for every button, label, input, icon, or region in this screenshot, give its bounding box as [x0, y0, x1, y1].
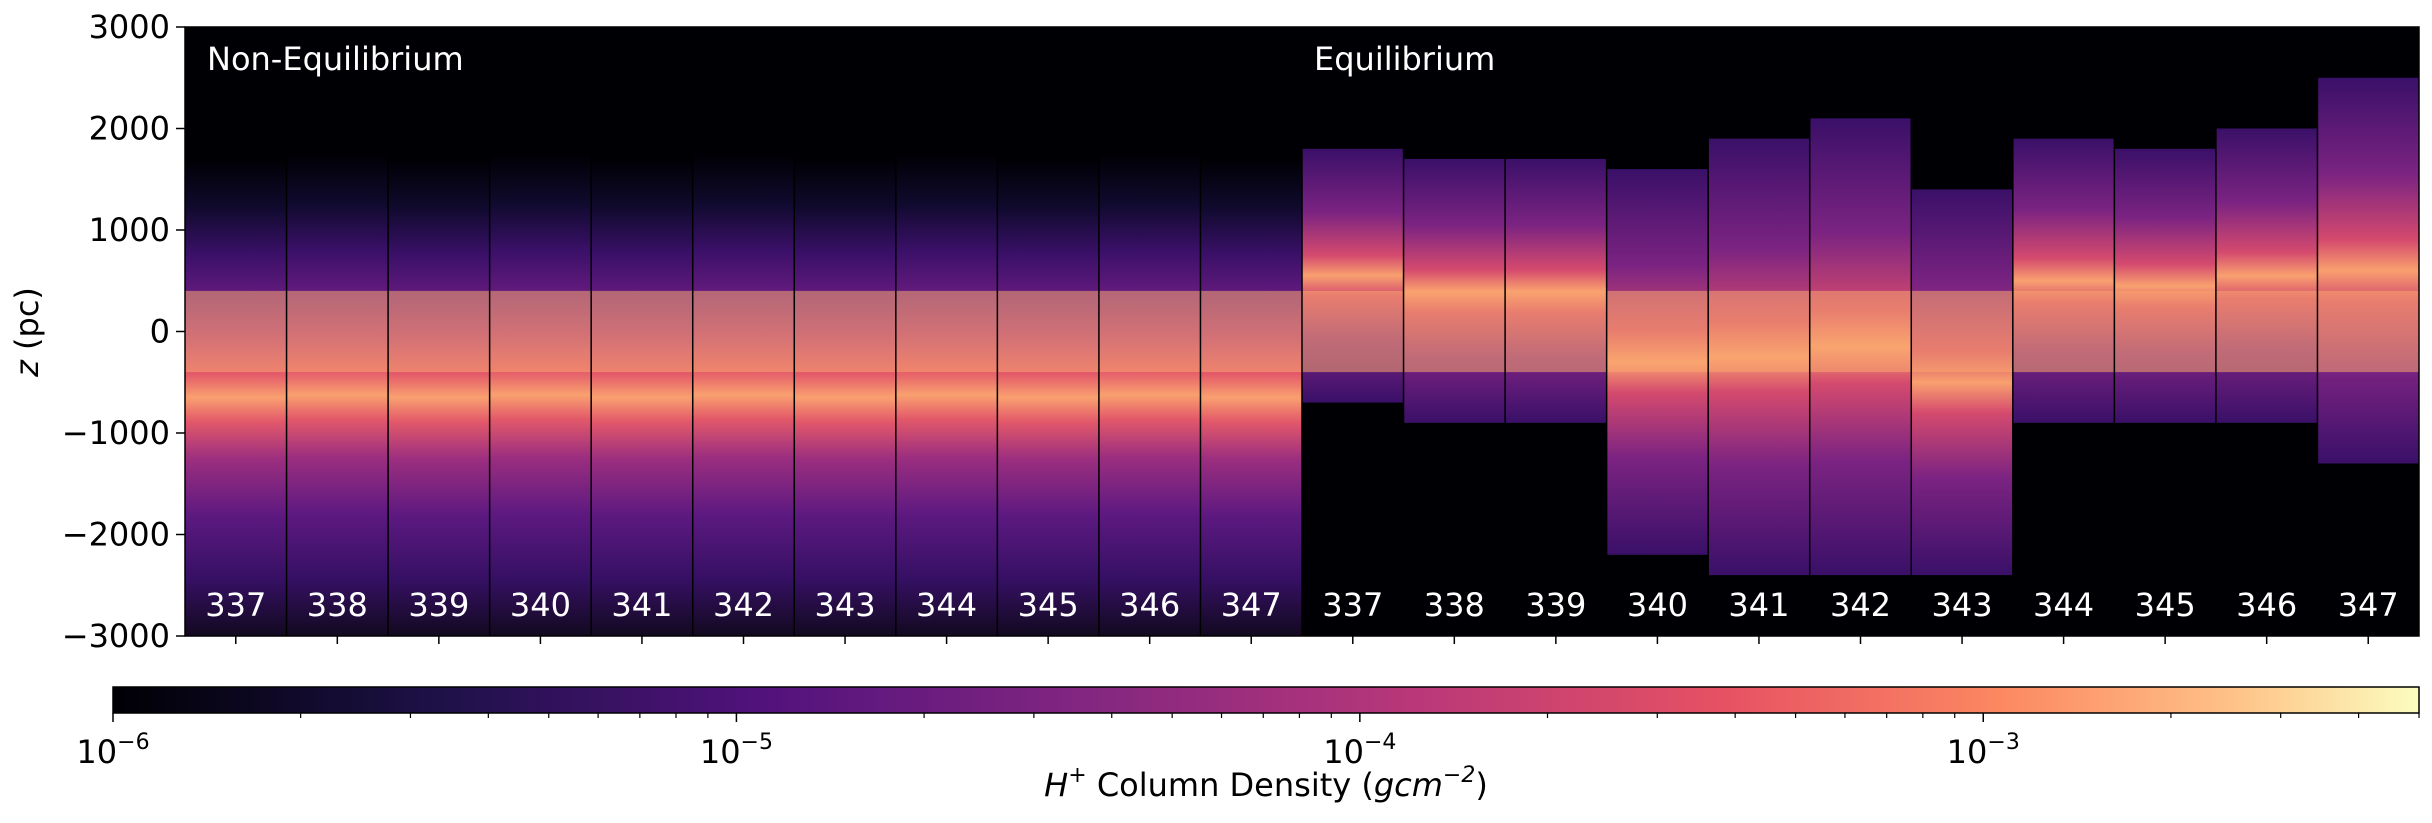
- panel-core-noneq-345: [997, 290, 1099, 373]
- panel-core-noneq-337: [185, 290, 287, 373]
- y-tick-label: 3000: [89, 8, 170, 46]
- panel-core-eq-345: [2114, 290, 2216, 373]
- colorbar: 10−6 10−5 10−4 10−3 H+ Column Density (gcm−…: [76, 686, 2420, 804]
- panel-core-noneq-344: [895, 290, 998, 373]
- panel-noneq-342: [692, 153, 795, 636]
- panel-eq-347: [2317, 77, 2419, 464]
- snapshot-label-eq-339: 339: [1525, 586, 1586, 624]
- panel-core-noneq-341: [591, 290, 693, 373]
- snapshot-label-noneq-338: 338: [307, 586, 368, 624]
- snapshot-label-eq-347: 347: [2338, 586, 2399, 624]
- snapshot-label-eq-344: 344: [2033, 586, 2094, 624]
- panel-noneq-344: [895, 153, 998, 636]
- snapshot-label-noneq-339: 339: [408, 586, 469, 624]
- panel-noneq-341: [591, 158, 693, 636]
- panel-core-noneq-338: [286, 290, 389, 373]
- panel-core-noneq-347: [1200, 290, 1302, 373]
- snapshot-label-noneq-346: 346: [1119, 586, 1180, 624]
- colorbar-gradient: [112, 686, 2420, 714]
- panel-core-eq-340: [1606, 290, 1709, 373]
- snapshot-label-noneq-341: 341: [611, 586, 672, 624]
- panel-labels: 337 338 339 340 341 342 343 344 345 346 347 337 338 3…: [205, 586, 2399, 624]
- colorbar-tick-label: 10−3: [1947, 730, 2020, 771]
- panel-noneq-339: [388, 158, 490, 636]
- panel-core-eq-337: [1302, 290, 1404, 373]
- colorbar-label: H+ Column Density (gcm−2): [1044, 763, 1488, 804]
- y-tick-label: −3000: [62, 617, 170, 655]
- snapshot-label-eq-338: 338: [1424, 586, 1485, 624]
- snapshot-label-noneq-344: 344: [916, 586, 977, 624]
- snapshot-label-eq-337: 337: [1322, 586, 1383, 624]
- panel-noneq-343: [794, 158, 896, 636]
- panel-core-eq-346: [2215, 290, 2318, 373]
- snapshot-label-noneq-340: 340: [510, 586, 571, 624]
- panel-core-eq-341: [1708, 290, 1810, 373]
- panel-noneq-337: [185, 158, 287, 636]
- snapshot-label-noneq-345: 345: [1018, 586, 1079, 624]
- panel-noneq-345: [997, 158, 1099, 636]
- main-axes: 337 338 339 340 341 342 343 344 345 346 347 337 338 3…: [8, 8, 2420, 655]
- colorbar-tick-label: 10−6: [76, 730, 149, 771]
- panel-core-eq-342: [1809, 290, 1912, 373]
- panel-noneq-346: [1098, 153, 1201, 636]
- y-tick-label: −2000: [62, 516, 170, 554]
- panel-eq-345: [2114, 148, 2216, 423]
- snapshot-label-noneq-343: 343: [815, 586, 876, 624]
- group-label-non-equilibrium: Non-Equilibrium: [207, 40, 464, 78]
- panel-noneq-340: [489, 153, 592, 636]
- panel-core-eq-338: [1403, 290, 1506, 373]
- snapshot-label-eq-340: 340: [1627, 586, 1688, 624]
- snapshot-label-eq-346: 346: [2236, 586, 2297, 624]
- x-axis-ticks: [235, 636, 2369, 644]
- panel-core-noneq-339: [388, 290, 490, 373]
- panel-eq-338: [1403, 158, 1506, 423]
- panel-eq-339: [1505, 158, 1607, 423]
- y-axis-label: z (pc): [8, 287, 46, 378]
- y-tick-label: 2000: [89, 110, 170, 148]
- snapshot-label-noneq-337: 337: [205, 586, 266, 624]
- snapshot-label-noneq-342: 342: [713, 586, 774, 624]
- colorbar-tick-label: 10−5: [700, 730, 773, 771]
- panel-core-eq-343: [1911, 290, 2013, 373]
- panel-noneq-347: [1200, 158, 1302, 636]
- panels: [185, 27, 2419, 636]
- y-axis-ticks: 3000 2000 1000 0 −1000 −2000 −3000: [62, 8, 185, 655]
- y-tick-label: 0: [150, 313, 170, 351]
- snapshot-label-noneq-347: 347: [1221, 586, 1282, 624]
- panel-core-noneq-340: [489, 290, 592, 373]
- panel-core-eq-339: [1505, 290, 1607, 373]
- panel-core-noneq-342: [692, 290, 795, 373]
- snapshot-label-eq-342: 342: [1830, 586, 1891, 624]
- panel-noneq-338: [286, 153, 389, 636]
- snapshot-label-eq-343: 343: [1932, 586, 1993, 624]
- panel-eq-344: [2012, 138, 2115, 423]
- snapshot-label-eq-341: 341: [1728, 586, 1789, 624]
- panel-core-eq-344: [2012, 290, 2115, 373]
- y-tick-label: −1000: [62, 414, 170, 452]
- panel-eq-343: [1911, 189, 2013, 576]
- panel-eq-346: [2215, 128, 2318, 423]
- y-tick-label: 1000: [89, 211, 170, 249]
- panel-core-noneq-346: [1098, 290, 1201, 373]
- group-label-equilibrium: Equilibrium: [1314, 40, 1495, 78]
- colorbar-ticks: 10−6 10−5 10−4 10−3: [76, 713, 2420, 771]
- panel-core-eq-347: [2317, 290, 2419, 373]
- colorbar-tick-label: 10−4: [1323, 730, 1396, 771]
- panel-core-noneq-343: [794, 290, 896, 373]
- snapshot-label-eq-345: 345: [2135, 586, 2196, 624]
